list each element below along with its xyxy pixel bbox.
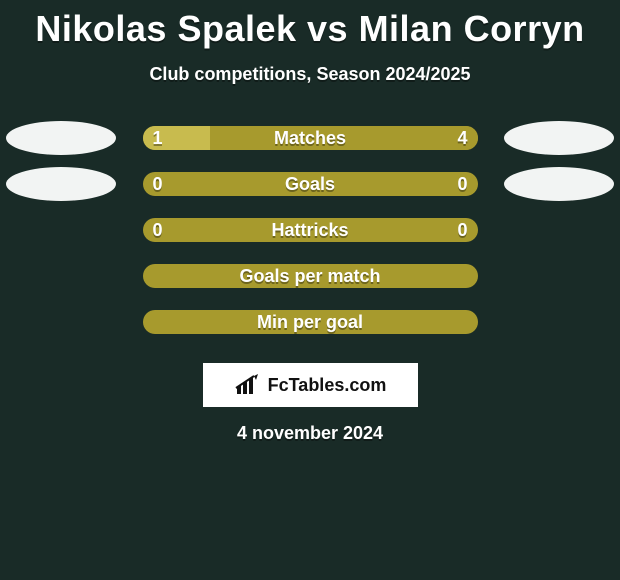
stat-bar-goals-per-match: Goals per match [143, 264, 478, 288]
stat-left-value: 0 [153, 218, 163, 242]
stat-bar-min-per-goal: Min per goal [143, 310, 478, 334]
comparison-chart: 1 Matches 4 0 Goals 0 0 Hat [0, 115, 620, 345]
footer-date: 4 november 2024 [0, 423, 620, 444]
stat-bar-right-fill [210, 126, 478, 150]
stat-bar-hattricks: 0 Hattricks 0 [143, 218, 478, 242]
brand-box: FcTables.com [203, 363, 418, 407]
stat-bar-goals: 0 Goals 0 [143, 172, 478, 196]
stat-label: Hattricks [143, 218, 478, 242]
stat-label: Goals [143, 172, 478, 196]
stat-right-value: 0 [457, 172, 467, 196]
stat-right-value: 0 [457, 218, 467, 242]
stat-row-hattricks: 0 Hattricks 0 [0, 207, 620, 253]
stat-row-goals: 0 Goals 0 [0, 161, 620, 207]
brand-chart-icon [234, 374, 262, 396]
stat-row-goals-per-match: Goals per match [0, 253, 620, 299]
page-title: Nikolas Spalek vs Milan Corryn [0, 0, 620, 50]
page-subtitle: Club competitions, Season 2024/2025 [0, 64, 620, 85]
stat-label: Min per goal [143, 310, 478, 334]
stat-row-min-per-goal: Min per goal [0, 299, 620, 345]
player-left-ellipse [6, 167, 116, 201]
player-right-ellipse [504, 121, 614, 155]
stat-bar-matches: 1 Matches 4 [143, 126, 478, 150]
stat-row-matches: 1 Matches 4 [0, 115, 620, 161]
page-root: Nikolas Spalek vs Milan Corryn Club comp… [0, 0, 620, 580]
player-left-ellipse [6, 121, 116, 155]
brand-text: FcTables.com [268, 375, 387, 396]
player-right-ellipse [504, 167, 614, 201]
stat-bar-left-fill [143, 126, 210, 150]
stat-left-value: 0 [153, 172, 163, 196]
stat-label: Goals per match [143, 264, 478, 288]
